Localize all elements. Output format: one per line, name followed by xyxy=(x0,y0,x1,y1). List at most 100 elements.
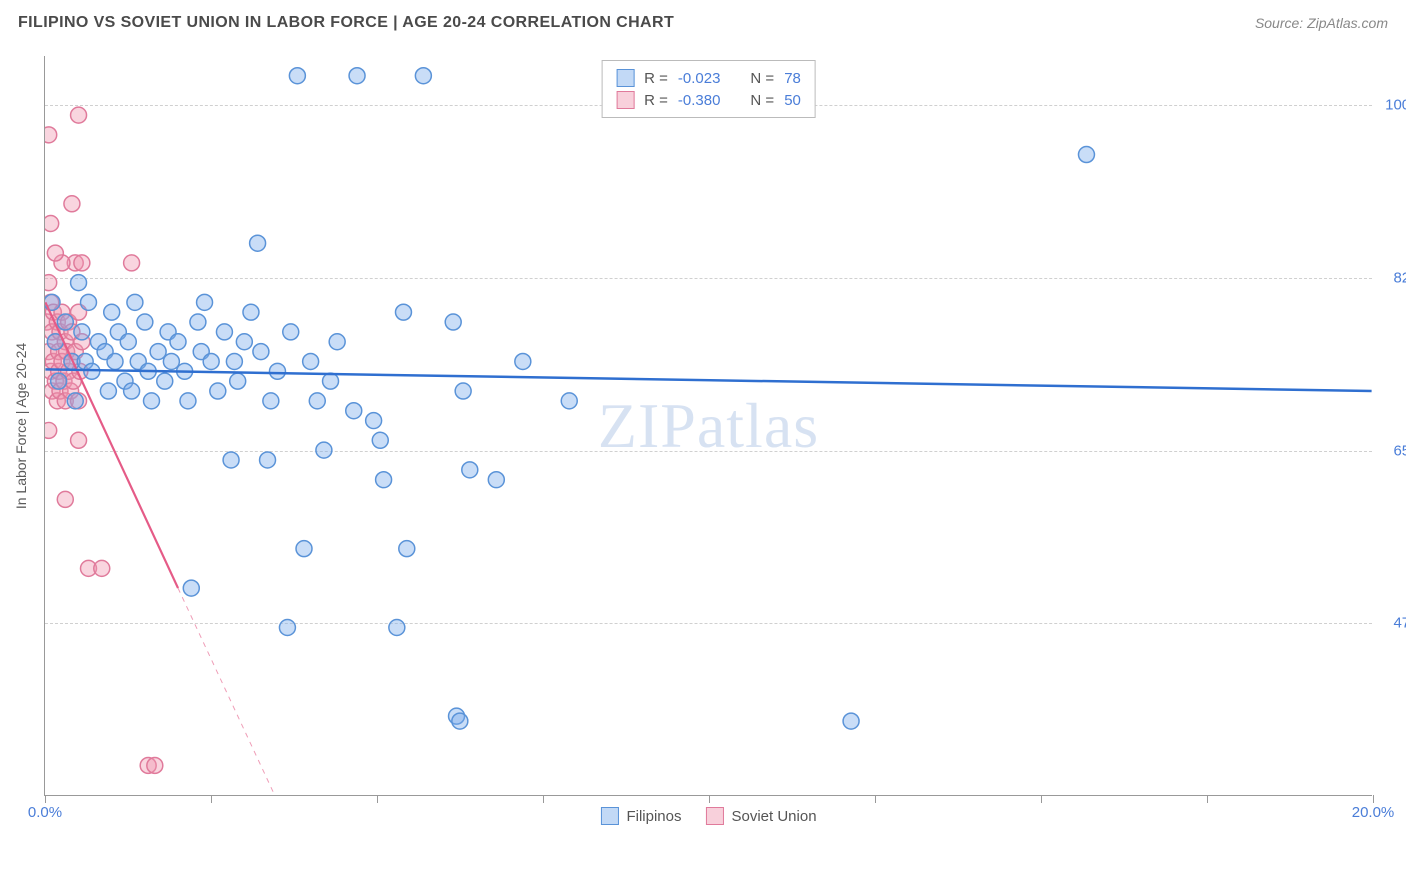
point-filipinos xyxy=(488,472,504,488)
point-filipinos xyxy=(74,324,90,340)
point-filipinos xyxy=(289,68,305,84)
scatter-svg xyxy=(45,56,1372,795)
n-label: N = xyxy=(750,92,774,109)
point-filipinos xyxy=(124,383,140,399)
point-filipinos xyxy=(316,442,332,458)
point-filipinos xyxy=(71,275,87,291)
swatch-blue-icon xyxy=(616,69,634,87)
point-filipinos xyxy=(253,344,269,360)
legend-item-soviet: Soviet Union xyxy=(705,807,816,825)
point-filipinos xyxy=(150,344,166,360)
x-tick xyxy=(45,795,46,803)
point-filipinos xyxy=(445,314,461,330)
legend-row-filipinos: R = -0.023 N = 78 xyxy=(616,67,801,89)
x-tick xyxy=(211,795,212,803)
point-filipinos xyxy=(137,314,153,330)
point-filipinos xyxy=(57,314,73,330)
point-filipinos xyxy=(210,383,226,399)
r-label: R = xyxy=(644,92,668,109)
point-filipinos xyxy=(216,324,232,340)
point-filipinos xyxy=(243,304,259,320)
n-value: 50 xyxy=(784,92,801,109)
r-label: R = xyxy=(644,70,668,87)
regression-soviet-extrapolated xyxy=(178,588,321,795)
point-filipinos xyxy=(329,334,345,350)
point-filipinos xyxy=(389,620,405,636)
point-filipinos xyxy=(223,452,239,468)
point-soviet xyxy=(64,196,80,212)
r-value: -0.023 xyxy=(678,70,721,87)
point-filipinos xyxy=(127,294,143,310)
point-soviet xyxy=(71,107,87,123)
swatch-pink-icon xyxy=(705,807,723,825)
legend-row-soviet: R = -0.380 N = 50 xyxy=(616,89,801,111)
x-tick xyxy=(1373,795,1374,803)
point-filipinos xyxy=(296,541,312,557)
x-tick xyxy=(377,795,378,803)
point-soviet xyxy=(47,245,63,261)
point-soviet xyxy=(45,127,57,143)
point-filipinos xyxy=(323,373,339,389)
point-filipinos xyxy=(144,393,160,409)
n-value: 78 xyxy=(784,70,801,87)
point-filipinos xyxy=(372,432,388,448)
point-filipinos xyxy=(180,393,196,409)
legend-item-filipinos: Filipinos xyxy=(600,807,681,825)
point-filipinos xyxy=(197,294,213,310)
point-filipinos xyxy=(163,353,179,369)
x-tick xyxy=(709,795,710,803)
point-filipinos xyxy=(1078,147,1094,163)
point-filipinos xyxy=(349,68,365,84)
x-tick-label: 0.0% xyxy=(28,804,62,821)
point-filipinos xyxy=(263,393,279,409)
point-filipinos xyxy=(190,314,206,330)
point-filipinos xyxy=(100,383,116,399)
y-tick-label: 82.5% xyxy=(1393,270,1406,287)
point-filipinos xyxy=(67,393,83,409)
point-filipinos xyxy=(415,68,431,84)
x-tick xyxy=(543,795,544,803)
legend-label: Filipinos xyxy=(626,808,681,825)
chart-container: FILIPINO VS SOVIET UNION IN LABOR FORCE … xyxy=(0,0,1406,892)
point-filipinos xyxy=(236,334,252,350)
point-filipinos xyxy=(81,294,97,310)
point-soviet xyxy=(94,560,110,576)
r-value: -0.380 xyxy=(678,92,721,109)
point-soviet xyxy=(74,255,90,271)
x-tick xyxy=(1207,795,1208,803)
y-tick-label: 100.0% xyxy=(1385,97,1406,114)
swatch-blue-icon xyxy=(600,807,618,825)
point-filipinos xyxy=(170,334,186,350)
point-filipinos xyxy=(346,403,362,419)
point-filipinos xyxy=(376,472,392,488)
point-filipinos xyxy=(455,383,471,399)
point-filipinos xyxy=(260,452,276,468)
x-tick xyxy=(875,795,876,803)
chart-title: FILIPINO VS SOVIET UNION IN LABOR FORCE … xyxy=(18,14,674,32)
point-filipinos xyxy=(250,235,266,251)
point-filipinos xyxy=(279,620,295,636)
point-filipinos xyxy=(120,334,136,350)
plot-area: In Labor Force | Age 20-24 ZIPatlas R = … xyxy=(44,56,1372,796)
point-filipinos xyxy=(395,304,411,320)
point-filipinos xyxy=(51,373,67,389)
point-filipinos xyxy=(107,353,123,369)
x-tick-label: 20.0% xyxy=(1352,804,1395,821)
y-tick-label: 47.5% xyxy=(1393,615,1406,632)
point-filipinos xyxy=(230,373,246,389)
point-filipinos xyxy=(561,393,577,409)
point-filipinos xyxy=(269,363,285,379)
y-tick-label: 65.0% xyxy=(1393,442,1406,459)
point-filipinos xyxy=(203,353,219,369)
point-filipinos xyxy=(157,373,173,389)
legend-stats: R = -0.023 N = 78 R = -0.380 N = 50 xyxy=(601,60,816,118)
point-filipinos xyxy=(515,353,531,369)
legend-series: Filipinos Soviet Union xyxy=(600,807,816,825)
point-filipinos xyxy=(309,393,325,409)
swatch-pink-icon xyxy=(616,91,634,109)
point-filipinos xyxy=(366,413,382,429)
y-axis-label: In Labor Force | Age 20-24 xyxy=(13,342,29,508)
x-tick xyxy=(1041,795,1042,803)
point-filipinos xyxy=(104,304,120,320)
point-filipinos xyxy=(226,353,242,369)
